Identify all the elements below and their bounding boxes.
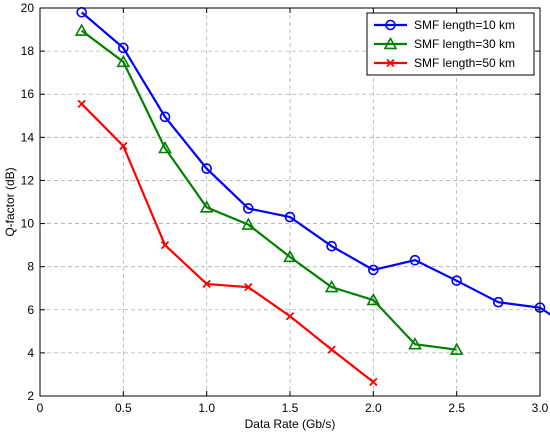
data-point (202, 279, 211, 289)
series-3 (77, 99, 378, 387)
x-tick-label: 3.0 (532, 401, 549, 415)
data-point (244, 283, 253, 292)
data-point (493, 296, 504, 308)
data-point (283, 249, 297, 263)
y-tick-label: 10 (21, 217, 35, 231)
data-point (451, 275, 462, 286)
legend-marker (383, 36, 398, 50)
x-tick-label: 0 (37, 401, 44, 415)
legend-label: SMF length=50 km (414, 56, 515, 70)
legend-entry: SMF length=30 km (374, 36, 515, 51)
data-point (159, 111, 171, 123)
series-line (81, 29, 457, 351)
y-tick-label: 4 (27, 346, 34, 360)
data-point (285, 312, 295, 321)
y-axis-label: Q-factor (dB) (3, 167, 17, 236)
data-point (366, 292, 381, 306)
y-tick-label: 14 (21, 130, 35, 144)
axis-ticks: 0 0.5 1.0 1.5 2.0 2.5 3.0 2 4 6 8 10 12 14 16 18 20 (21, 1, 549, 415)
x-tick-label: 2.5 (448, 401, 465, 415)
y-tick-label: 8 (27, 260, 34, 274)
legend-entry: SMF length=50 km (374, 56, 515, 70)
data-point (243, 203, 254, 214)
y-tick-label: 18 (21, 44, 35, 58)
legend-marker (386, 58, 395, 68)
data-point (327, 345, 336, 354)
legend-label: SMF length=10 km (414, 18, 515, 32)
data-point (241, 217, 256, 230)
series-line (80, 103, 375, 383)
data-point (119, 141, 128, 151)
data-point (74, 23, 89, 36)
y-tick-label: 16 (21, 87, 35, 101)
y-tick-label: 2 (27, 389, 34, 403)
y-tick-label: 20 (21, 1, 35, 15)
legend-entry: SMF length=10 km (374, 18, 515, 32)
data-point (409, 254, 421, 266)
y-tick-label: 12 (21, 173, 35, 187)
x-tick-label: 1.5 (282, 401, 299, 415)
legend-label: SMF length=30 km (414, 37, 515, 51)
data-point (368, 264, 379, 276)
data-point (160, 240, 170, 250)
data-point (116, 54, 131, 68)
data-point (369, 377, 378, 387)
x-tick-label: 0.5 (115, 401, 132, 415)
data-point (284, 211, 296, 223)
data-point (158, 140, 172, 154)
x-tick-label: 2.0 (365, 401, 382, 415)
y-tick-label: 6 (27, 303, 34, 317)
legend-marker (385, 19, 396, 31)
x-tick-label: 1.0 (198, 401, 215, 415)
legend: SMF length=10 km SMF length=30 km SMF leng… (366, 12, 535, 76)
data-point (201, 163, 212, 174)
series-line (80, 11, 550, 316)
data-point (408, 337, 422, 350)
data-point (118, 42, 129, 54)
data-point (326, 240, 337, 252)
data-point (324, 279, 339, 293)
x-axis-label: Data Rate (Gb/s) (245, 417, 336, 431)
data-point (77, 99, 86, 109)
data-point (199, 200, 214, 213)
data-point (449, 342, 464, 355)
series-2 (74, 23, 464, 355)
